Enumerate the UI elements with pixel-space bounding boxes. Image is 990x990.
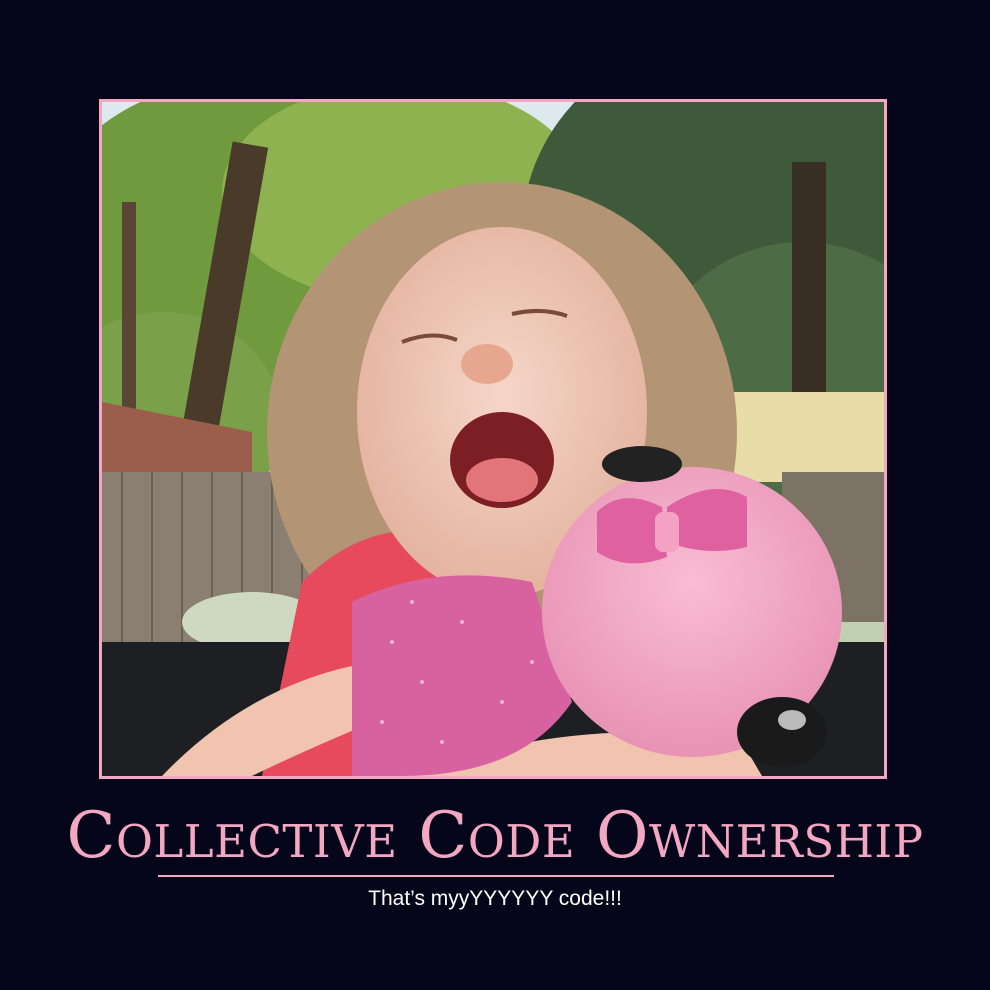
poster-photo [99, 99, 887, 779]
poster-caption: That’s myyYYYYYY code!!! [368, 887, 622, 910]
title-divider [158, 875, 834, 877]
poster-title: Collective Code Ownership [66, 799, 924, 873]
